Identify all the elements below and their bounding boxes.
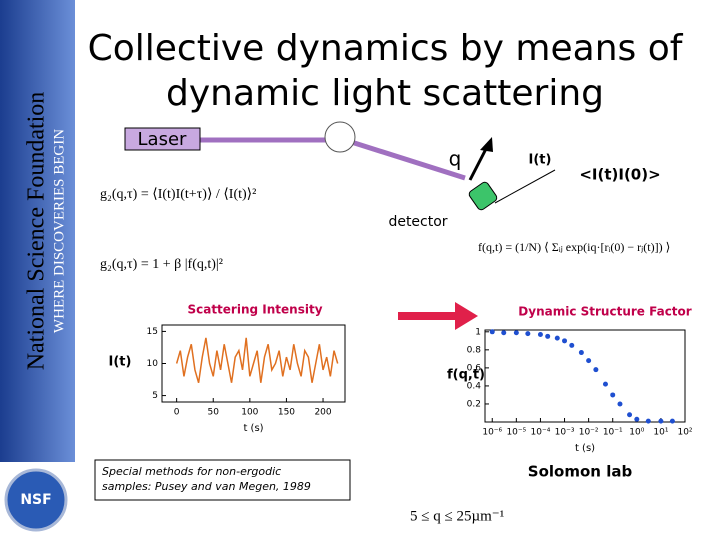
x-tick-label: 10⁻³ (555, 428, 575, 438)
x-tick-label: 150 (278, 408, 295, 418)
intensity-line (175, 337, 339, 383)
y-tick-label: 1 (475, 327, 481, 337)
data-point (669, 418, 675, 424)
x-tick-label: 0 (174, 408, 180, 418)
y-tick-label: 0.2 (467, 399, 481, 409)
scattered-beam (344, 137, 466, 181)
data-point (586, 358, 592, 364)
note-box (94, 459, 351, 501)
data-point (645, 418, 651, 424)
data-point (537, 332, 543, 338)
q-range: 5 ≤ q ≤ 25µm⁻¹ (410, 508, 504, 524)
x-tick-label: 10² (677, 428, 692, 438)
sidebar-title: National Science Foundation (24, 92, 50, 371)
data-point (513, 330, 519, 336)
data-point (545, 333, 551, 339)
x-axis-label: t (s) (243, 423, 263, 434)
data-point (578, 350, 584, 356)
sidebar-subtitle: WHERE DISCOVERIES BEGIN (51, 129, 67, 333)
data-point (562, 338, 568, 344)
slide-title: Collective dynamics by means of (88, 28, 684, 69)
note: Special methods for non-ergodic samples: … (102, 465, 311, 493)
data-point (634, 416, 640, 422)
y-tick-label: 10 (147, 359, 159, 369)
data-point (489, 329, 495, 335)
data-point (610, 392, 616, 398)
logo-text: NSF (20, 492, 51, 508)
equation: g₂(q,τ) = 1 + β |f(q,t)|² (100, 257, 223, 272)
q-label: q (449, 147, 462, 171)
equation: f(q,t) = (1/N) ⟨ Σᵢⱼ exp(iq·[rᵢ(0) − rⱼ(… (478, 240, 670, 254)
slide-title: dynamic light scattering (166, 73, 604, 114)
y-tick-label: 0.8 (467, 345, 482, 355)
q-arrow (468, 144, 490, 181)
sample (324, 121, 356, 153)
arrow-head (455, 302, 478, 330)
data-point (627, 412, 633, 418)
detector-label: detector (388, 214, 447, 230)
data-point (525, 331, 531, 337)
data-point (602, 381, 608, 387)
y-tick-label: 5 (152, 391, 158, 401)
laser-box (124, 127, 201, 151)
x-tick-label: 50 (208, 408, 220, 418)
x-tick-label: 10⁻¹ (603, 428, 623, 438)
data-point (617, 401, 623, 407)
detector-icon (468, 181, 498, 211)
y-tick-label: 0.6 (467, 363, 482, 373)
data-point (569, 342, 575, 348)
x-tick-label: 10⁻⁶ (482, 428, 502, 438)
x-axis-label: t (s) (575, 443, 595, 454)
arrow-head (480, 137, 493, 152)
x-tick-label: 10⁻⁴ (531, 428, 551, 438)
x-tick-label: 10⁻⁵ (506, 428, 526, 438)
y-tick-label: 0.4 (467, 381, 482, 391)
nsf-logo (4, 468, 68, 532)
chart-title: Dynamic Structure Factor (518, 305, 691, 319)
y-tick-label: 15 (147, 327, 158, 337)
x-tick-label: 10⁰ (629, 428, 644, 438)
equation: g₂(q,τ) = ⟨I(t)I(t+τ)⟩ / ⟨I(t)⟩² (100, 187, 256, 202)
correlation-label: <I(t)I(0)> (579, 166, 660, 184)
data-point (593, 367, 599, 373)
x-tick-label: 200 (314, 408, 331, 418)
y-axis-label: I(t) (109, 355, 132, 370)
chart-title: Scattering Intensity (187, 303, 322, 317)
data-point (554, 335, 560, 341)
data-point (658, 418, 664, 424)
sidebar (0, 0, 75, 462)
intensity-label: I(t) (529, 153, 552, 168)
y-axis-label: f(q,t) (447, 368, 485, 383)
x-tick-label: 10¹ (653, 428, 668, 438)
x-tick-label: 10⁻² (579, 428, 599, 438)
credit: Solomon lab (528, 463, 633, 481)
x-tick-label: 100 (241, 408, 258, 418)
laser-label: Laser (138, 129, 188, 150)
plot-frame (484, 329, 686, 423)
data-point (501, 330, 507, 336)
detector-line (494, 169, 556, 204)
